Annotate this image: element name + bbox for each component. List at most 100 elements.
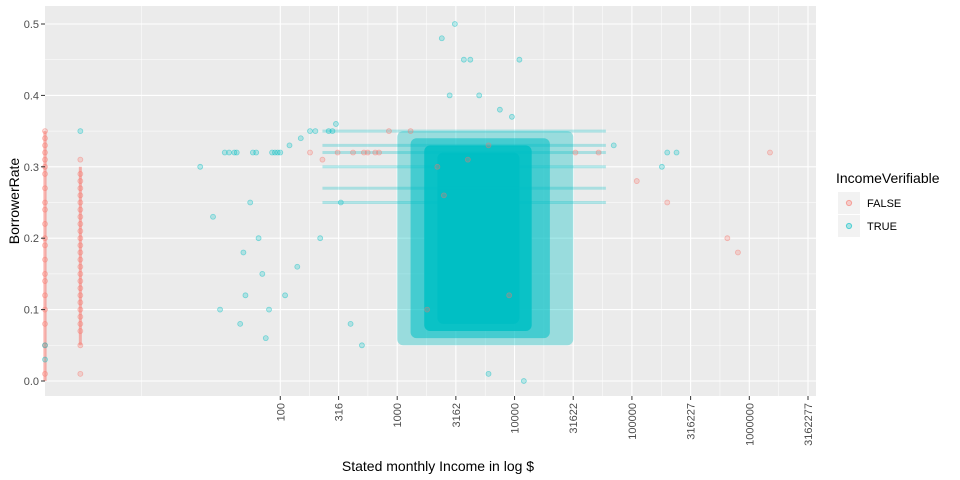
data-point-false — [42, 270, 48, 277]
data-point-true — [333, 121, 339, 127]
rate-streak — [322, 151, 606, 155]
data-point-false — [42, 320, 48, 327]
data-point-false — [464, 156, 471, 163]
data-point-true — [42, 342, 48, 349]
data-point-true — [294, 263, 301, 270]
false-column — [78, 166, 82, 346]
data-point-false — [77, 185, 84, 192]
data-point-false — [77, 370, 84, 377]
data-point-false — [77, 320, 84, 327]
data-point-true — [262, 335, 269, 342]
data-point-true — [359, 342, 365, 349]
data-point-true — [237, 320, 244, 327]
data-point-true — [664, 149, 671, 156]
data-point-true — [658, 163, 665, 170]
false-column — [43, 131, 47, 381]
data-point-false — [42, 199, 48, 206]
data-point-true — [249, 149, 256, 156]
data-point-true — [610, 142, 617, 149]
data-point-false — [434, 163, 441, 170]
x-tick-label: 1000 — [392, 403, 404, 427]
rate-streak — [322, 129, 606, 133]
data-point-true — [217, 306, 223, 313]
data-point-false — [506, 292, 513, 299]
data-point-false — [664, 199, 671, 206]
x-axis-title: Stated monthly Income in log $ — [342, 458, 534, 474]
data-point-true — [438, 35, 445, 42]
data-point-false — [77, 299, 84, 306]
data-point-false — [77, 270, 84, 277]
data-point-false — [319, 156, 326, 163]
rate-streak — [322, 186, 606, 190]
y-tick-label: 0.3 — [24, 162, 39, 174]
legend-label-true: TRUE — [867, 221, 897, 233]
data-point-true — [337, 199, 344, 206]
data-point-false — [77, 199, 84, 206]
data-point-false — [350, 149, 356, 156]
legend-key-false-point — [845, 199, 853, 207]
x-tick-label: 100000 — [627, 403, 639, 440]
data-point-true — [297, 135, 304, 142]
data-point-false — [77, 292, 84, 299]
data-point-true — [460, 56, 467, 63]
data-point-true — [242, 292, 249, 299]
data-point-false — [77, 235, 84, 242]
data-point-true — [253, 149, 260, 156]
data-point-false — [77, 156, 84, 163]
legend-key-true-point — [845, 222, 853, 230]
rate-streak — [322, 165, 606, 169]
legend-title: IncomeVerifiable — [836, 170, 940, 186]
data-point-true — [77, 128, 84, 135]
y-axis-ticks: 0.0 0.1 0.2 0.3 0.4 0.5 — [24, 19, 45, 388]
data-point-false — [364, 149, 371, 156]
data-point-false — [440, 192, 447, 199]
data-point-false — [77, 256, 84, 263]
data-point-false — [307, 149, 313, 156]
x-axis-ticks: 100 316 1000 3162 10000 31622 100000 316227 1000… — [275, 396, 815, 446]
data-point-false — [77, 221, 84, 227]
data-point-true — [197, 163, 204, 170]
data-point-true — [317, 235, 324, 242]
data-point-false — [77, 213, 84, 220]
y-tick-label: 0.4 — [24, 90, 39, 102]
data-point-true — [451, 21, 458, 27]
y-tick-label: 0.0 — [24, 376, 39, 388]
x-tick-label: 3162277 — [803, 403, 815, 446]
data-point-true — [274, 149, 281, 156]
data-point-false — [77, 278, 84, 284]
data-point-false — [77, 313, 84, 320]
x-tick-label: 31622 — [568, 403, 580, 434]
data-point-true — [485, 370, 492, 377]
data-point-true — [259, 270, 266, 277]
data-point-false — [572, 149, 579, 156]
data-point-false — [735, 249, 741, 256]
data-point-false — [42, 342, 48, 349]
data-point-true — [210, 213, 216, 220]
data-point-false — [42, 142, 48, 149]
data-point-false — [77, 206, 84, 213]
data-point-false — [633, 178, 640, 184]
data-point-true — [509, 113, 515, 120]
y-tick-label: 0.5 — [24, 19, 39, 31]
data-point-true — [42, 356, 48, 363]
data-point-true — [516, 56, 523, 63]
data-point-false — [77, 192, 84, 199]
data-point-false — [407, 128, 414, 135]
y-axis-title: BorrowerRate — [6, 158, 22, 245]
data-point-false — [334, 149, 341, 156]
data-point-false — [77, 228, 84, 234]
data-point-false — [372, 149, 379, 156]
data-point-false — [42, 278, 48, 284]
data-point-true — [673, 149, 680, 156]
data-point-false — [77, 306, 84, 313]
x-tick-label: 316227 — [686, 403, 698, 440]
cloud-center — [437, 152, 520, 324]
x-tick-label: 316 — [334, 403, 346, 421]
y-tick-label: 0.2 — [24, 233, 39, 245]
data-point-true — [329, 128, 336, 135]
data-point-true — [255, 235, 262, 242]
data-point-false — [77, 342, 84, 349]
x-tick-label: 3162 — [451, 403, 463, 427]
data-point-true — [226, 149, 232, 156]
